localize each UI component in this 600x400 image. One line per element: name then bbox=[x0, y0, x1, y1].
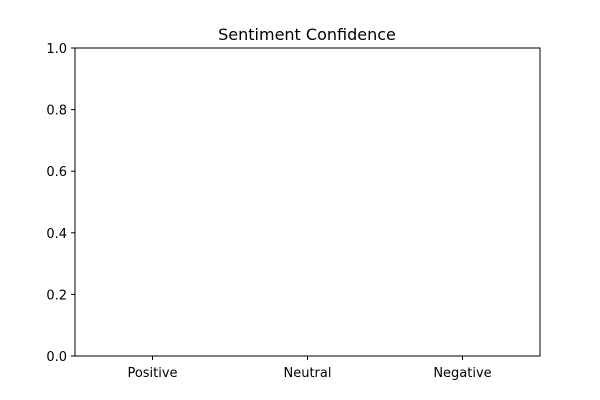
x-tick-label: Positive bbox=[127, 366, 177, 381]
y-tick-label: 0.0 bbox=[46, 350, 67, 365]
y-tick-label: 0.2 bbox=[46, 288, 67, 303]
y-tick-label: 0.8 bbox=[46, 104, 67, 119]
y-tick-label: 0.6 bbox=[46, 165, 67, 180]
y-tick-label: 0.4 bbox=[46, 227, 67, 242]
x-tick-label: Negative bbox=[433, 366, 491, 381]
chart-title: Sentiment Confidence bbox=[218, 25, 396, 44]
x-tick-label: Neutral bbox=[284, 366, 332, 381]
plot-area bbox=[74, 47, 541, 357]
x-axis: Positive Neutral Negative bbox=[127, 356, 492, 381]
y-tick-label: 1.0 bbox=[46, 42, 67, 57]
y-axis: 0.0 0.2 0.4 0.6 0.8 1.0 bbox=[46, 42, 75, 365]
